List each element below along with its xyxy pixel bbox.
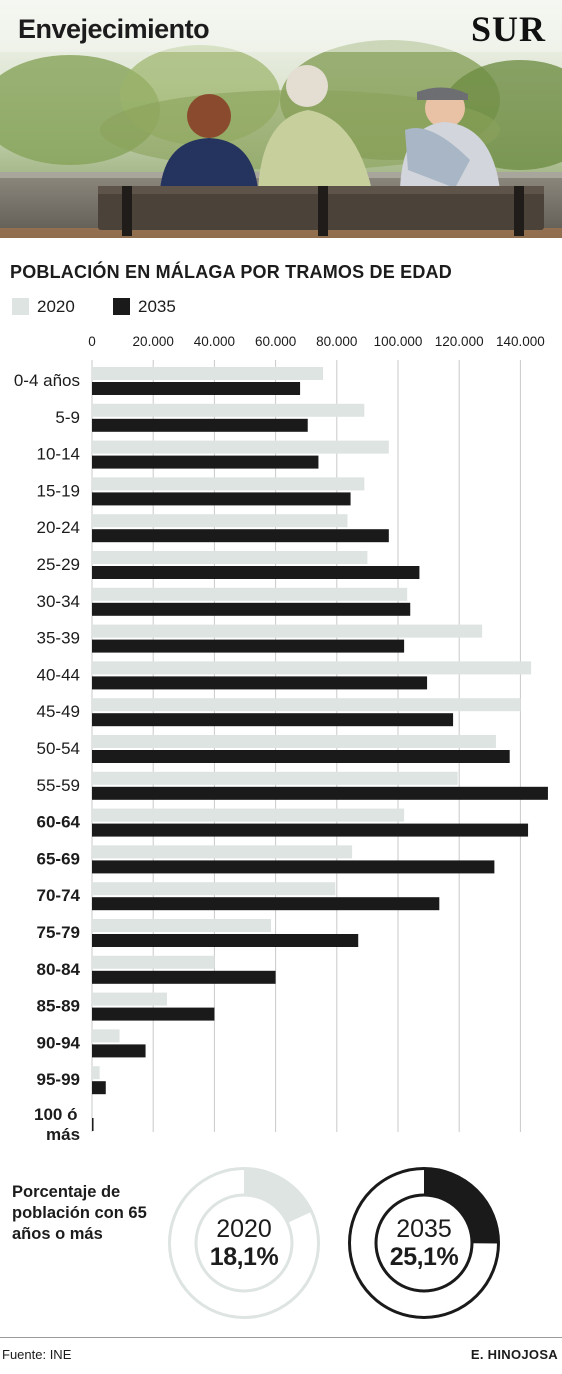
donut-value-2020: 18,1%	[209, 1243, 279, 1271]
percentage-label: Porcentaje de población con 65 años o má…	[12, 1183, 147, 1243]
age-group-bar-chart: 0 20.000 40.000 60.000 80.000 100.000 120.000 1…	[14, 334, 548, 1144]
legend-label-2020: 2020	[37, 297, 75, 316]
bar-2020	[92, 587, 408, 601]
category-label: 30-34	[37, 592, 80, 611]
x-tick-label: 80.000	[316, 334, 357, 349]
x-tick-label: 140.000	[496, 334, 545, 349]
category-label: 55-59	[37, 776, 80, 795]
bar-2020	[92, 551, 368, 564]
bar-2020	[92, 955, 215, 969]
bar-2020	[92, 845, 353, 859]
x-tick-label: 40.000	[194, 334, 235, 349]
bar-2035	[92, 970, 276, 984]
donut-segment	[424, 1168, 499, 1244]
bar-2020	[92, 477, 365, 491]
category-label: 80-84	[37, 960, 81, 979]
bar-2035	[92, 860, 495, 874]
bar-2020	[92, 698, 521, 712]
donut-ring-2035	[348, 1167, 500, 1319]
bar-2020	[92, 808, 405, 822]
legend-swatch-2020	[12, 298, 29, 315]
bar-2020	[92, 1029, 120, 1043]
category-label: 60-64	[37, 813, 81, 832]
bar-2035	[92, 1081, 106, 1095]
bar-2020	[92, 367, 324, 380]
bar-2035	[92, 934, 359, 947]
category-label: 10-14	[37, 445, 80, 464]
category-label: 50-54	[37, 739, 80, 758]
bar-2020	[92, 661, 532, 675]
legend-label-2035: 2035	[138, 297, 176, 316]
bar-2035	[92, 713, 454, 727]
bar-2035	[92, 602, 411, 616]
donut-year-2035: 2035	[396, 1215, 452, 1243]
category-label: 85-89	[37, 997, 80, 1016]
bar-2035	[92, 676, 428, 690]
author-credit: E. HINOJOSA	[470, 1347, 558, 1362]
bar-2035	[92, 1118, 94, 1131]
category-label: 75-79	[37, 923, 80, 942]
category-label: 35-39	[37, 629, 80, 648]
bar-2035	[92, 566, 420, 579]
x-tick-label: 60.000	[255, 334, 296, 349]
bar-2020	[92, 771, 458, 785]
legend-swatch-2035	[113, 298, 130, 315]
header-title: Envejecimiento	[18, 14, 210, 44]
bar-2035	[92, 897, 440, 911]
bar-2035	[92, 492, 351, 506]
category-label: 5-9	[55, 408, 80, 427]
bar-2020	[92, 1103, 93, 1116]
category-label: 20-24	[37, 518, 80, 537]
bar-2020	[92, 624, 483, 638]
category-label: 40-44	[37, 665, 80, 684]
chart-title: POBLACIÓN EN MÁLAGA POR TRAMOS DE EDAD	[10, 262, 452, 282]
bar-2035	[92, 455, 319, 469]
bar-2035	[92, 1044, 146, 1058]
donut-2035: 2035 25,1%	[346, 1165, 502, 1321]
bar-2020	[92, 992, 167, 1006]
x-tick-label: 120.000	[435, 334, 484, 349]
donut-value-2035: 25,1%	[389, 1243, 459, 1271]
bar-2035	[92, 786, 548, 800]
donut-ring-2020	[168, 1167, 320, 1319]
category-label: 70-74	[37, 886, 81, 905]
source-credit: Fuente: INE	[2, 1347, 72, 1362]
footer-divider	[0, 1337, 562, 1338]
category-label: 100 ó más	[34, 1105, 80, 1144]
donut-segment	[244, 1168, 312, 1223]
donut-year-2020: 2020	[216, 1215, 272, 1243]
bar-2035	[92, 750, 510, 763]
bar-2020	[92, 919, 272, 932]
bar-2035	[92, 823, 529, 837]
bar-2020	[92, 882, 336, 896]
x-tick-label: 0	[88, 334, 96, 349]
bar-2035	[92, 418, 308, 432]
x-tick-label: 20.000	[133, 334, 174, 349]
bar-2020	[92, 1066, 100, 1080]
header-photo	[0, 0, 562, 238]
brand-logo: SUR	[470, 9, 546, 49]
category-label: 15-19	[37, 481, 80, 500]
bar-2035	[92, 639, 405, 653]
bar-2020	[92, 514, 348, 528]
bar-2020	[92, 403, 365, 417]
category-label: 95-99	[37, 1070, 80, 1089]
x-tick-label: 100.000	[374, 334, 423, 349]
bar-2035	[92, 1007, 215, 1021]
bar-2035	[92, 382, 301, 395]
park-bench-photo	[0, 0, 562, 238]
category-label: 25-29	[37, 555, 80, 574]
category-label: 45-49	[37, 702, 80, 721]
category-label: 0-4 años	[14, 371, 80, 390]
bar-2020	[92, 440, 389, 454]
donut-2020: 2020 18,1%	[166, 1165, 322, 1321]
category-label: 65-69	[37, 849, 80, 868]
bar-2020	[92, 735, 496, 748]
bar-2035	[92, 529, 389, 543]
category-label: 90-94	[37, 1033, 81, 1052]
